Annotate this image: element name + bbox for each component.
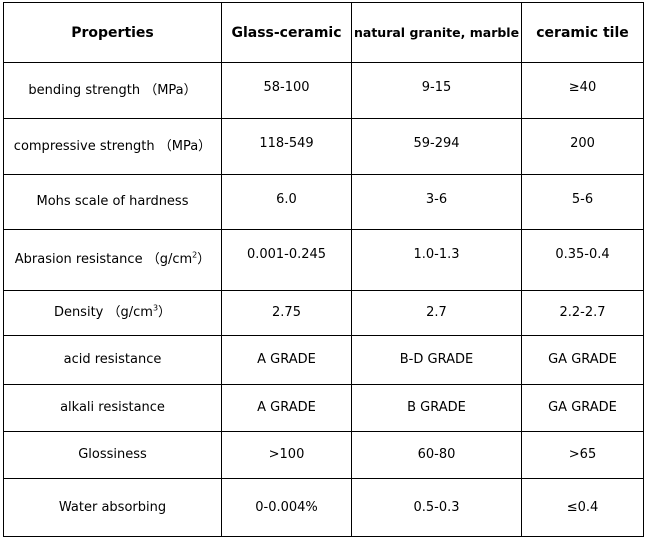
value-cell: ≥40 [521,62,644,119]
value-cell: 0.001-0.245 [221,229,352,291]
value-cell: 59-294 [351,118,522,175]
value-cell: 0.35-0.4 [521,229,644,291]
unit-close: ） [158,305,172,320]
property-label: alkali resistance [60,400,165,415]
unit-close: ） [197,252,211,267]
table-row: alkali resistance A GRADE B GRADE GA GRA… [3,384,644,432]
value-cell: 3-6 [351,174,522,230]
property-label: Abrasion resistance （g/cm [14,252,193,267]
value-cell: 2.7 [351,290,522,336]
property-label: Mohs scale of hardness [36,194,189,209]
header-ceramic-tile: ceramic tile [521,2,644,63]
property-cell: Glossiness [3,431,222,479]
property-label: Water absorbing [58,499,167,515]
property-cell: compressive strength （MPa） [3,118,222,175]
value-cell: 0-0.004% [221,478,352,537]
header-properties: Properties [3,2,222,63]
properties-comparison-table: Properties Glass-ceramic natural granite… [3,2,644,537]
value-cell: GA GRADE [521,335,644,385]
property-cell: Water absorbing [3,478,222,537]
property-cell: acid resistance [3,335,222,385]
table-row: Abrasion resistance （g/cm2） 0.001-0.245 … [3,229,644,291]
table-row: Density （g/cm3） 2.75 2.7 2.2-2.7 [3,290,644,336]
value-cell: 2.75 [221,290,352,336]
unit-superscript: 3 [152,303,159,313]
property-label: acid resistance [63,352,162,367]
property-label: Glossiness [78,447,147,462]
value-cell: A GRADE [221,335,352,385]
property-cell: alkali resistance [3,384,222,432]
table-row: bending strength （MPa） 58-100 9-15 ≥40 [3,62,644,119]
table-row: Glossiness >100 60-80 >65 [3,431,644,479]
value-cell: 0.5-0.3 [351,478,522,537]
value-cell: 58-100 [221,62,352,119]
value-cell: 1.0-1.3 [351,229,522,291]
table-row: Water absorbing 0-0.004% 0.5-0.3 ≤0.4 [3,478,644,537]
property-label: Density （g/cm [53,305,153,320]
value-cell: B GRADE [351,384,522,432]
property-label: bending strength （MPa） [28,82,197,98]
value-cell: >100 [221,431,352,479]
header-glass-ceramic: Glass-ceramic [221,2,352,63]
value-cell: B-D GRADE [351,335,522,385]
property-cell: Density （g/cm3） [3,290,222,336]
value-cell: ≤0.4 [521,478,644,537]
properties-table-container: Properties Glass-ceramic natural granite… [3,2,644,537]
value-cell: >65 [521,431,644,479]
header-row: Properties Glass-ceramic natural granite… [3,2,644,63]
value-cell: 6.0 [221,174,352,230]
unit-superscript: 2 [192,250,198,260]
value-cell: A GRADE [221,384,352,432]
header-natural-granite-marble: natural granite, marble [351,2,522,63]
property-cell: Abrasion resistance （g/cm2） [3,229,222,291]
value-cell: 9-15 [351,62,522,119]
value-cell: GA GRADE [521,384,644,432]
table-row: acid resistance A GRADE B-D GRADE GA GRA… [3,335,644,385]
value-cell: 200 [521,118,644,175]
table-row: Mohs scale of hardness 6.0 3-6 5-6 [3,174,644,230]
value-cell: 2.2-2.7 [521,290,644,336]
value-cell: 118-549 [221,118,352,175]
property-cell: bending strength （MPa） [3,62,222,119]
property-label: compressive strength （MPa） [13,138,212,154]
property-cell: Mohs scale of hardness [3,174,222,230]
table-row: compressive strength （MPa） 118-549 59-29… [3,118,644,175]
value-cell: 60-80 [351,431,522,479]
value-cell: 5-6 [521,174,644,230]
